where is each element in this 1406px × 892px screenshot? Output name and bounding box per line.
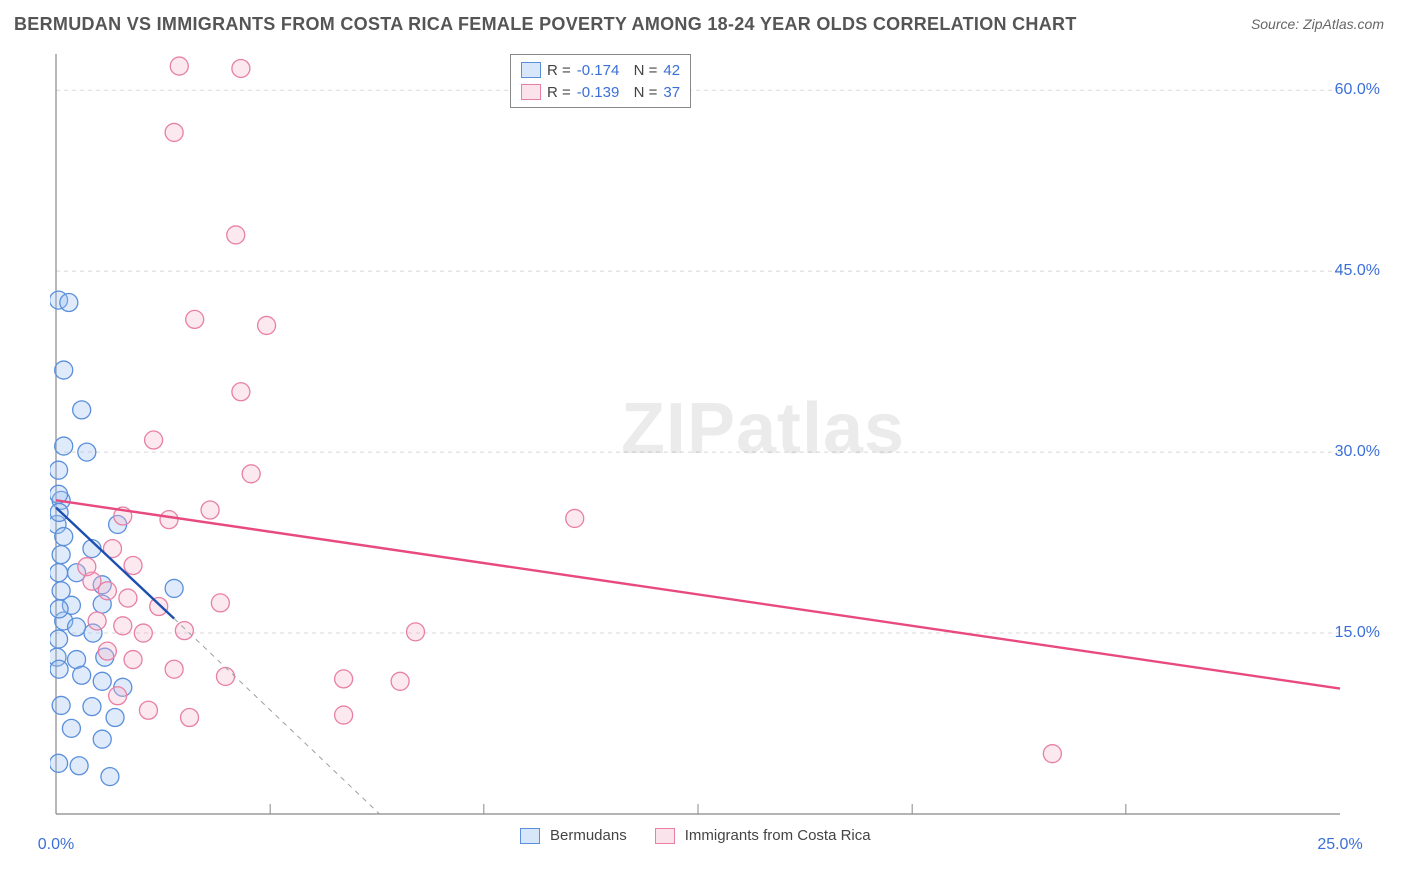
- y-tick-label: 30.0%: [1335, 443, 1390, 461]
- legend-n-value: 42: [663, 62, 680, 79]
- legend-swatch-icon: [520, 828, 540, 844]
- legend-swatch-icon: [655, 828, 675, 844]
- y-tick-label: 15.0%: [1335, 624, 1390, 642]
- y-tick-label: 60.0%: [1335, 81, 1390, 99]
- legend-swatch-icon: [521, 84, 541, 100]
- legend-r-value: -0.139: [577, 84, 620, 101]
- legend-r-value: -0.174: [577, 62, 620, 79]
- x-tick-label: 0.0%: [38, 836, 74, 854]
- series-legend: Bermudans Immigrants from Costa Rica: [520, 827, 889, 844]
- legend-swatch-icon: [521, 62, 541, 78]
- correlation-legend-row: R = -0.174 N = 42: [521, 59, 680, 81]
- legend-series-label: Immigrants from Costa Rica: [685, 827, 871, 844]
- legend-r-label: R =: [547, 84, 571, 101]
- legend-series-label: Bermudans: [550, 827, 627, 844]
- legend-r-label: R =: [547, 62, 571, 79]
- scatter-svg: [50, 50, 1390, 850]
- legend-n-label: N =: [625, 62, 657, 79]
- chart-container: BERMUDAN VS IMMIGRANTS FROM COSTA RICA F…: [0, 0, 1406, 892]
- chart-plot-area: Female Poverty Among 18-24 Year Olds ZIP…: [50, 50, 1390, 850]
- correlation-legend: R = -0.174 N = 42R = -0.139 N = 37: [510, 54, 691, 108]
- legend-n-label: N =: [625, 84, 657, 101]
- y-tick-label: 45.0%: [1335, 262, 1390, 280]
- chart-title: BERMUDAN VS IMMIGRANTS FROM COSTA RICA F…: [14, 14, 1077, 35]
- correlation-legend-row: R = -0.139 N = 37: [521, 81, 680, 103]
- x-tick-label: 25.0%: [1317, 836, 1362, 854]
- source-label: Source: ZipAtlas.com: [1251, 16, 1384, 32]
- legend-n-value: 37: [663, 84, 680, 101]
